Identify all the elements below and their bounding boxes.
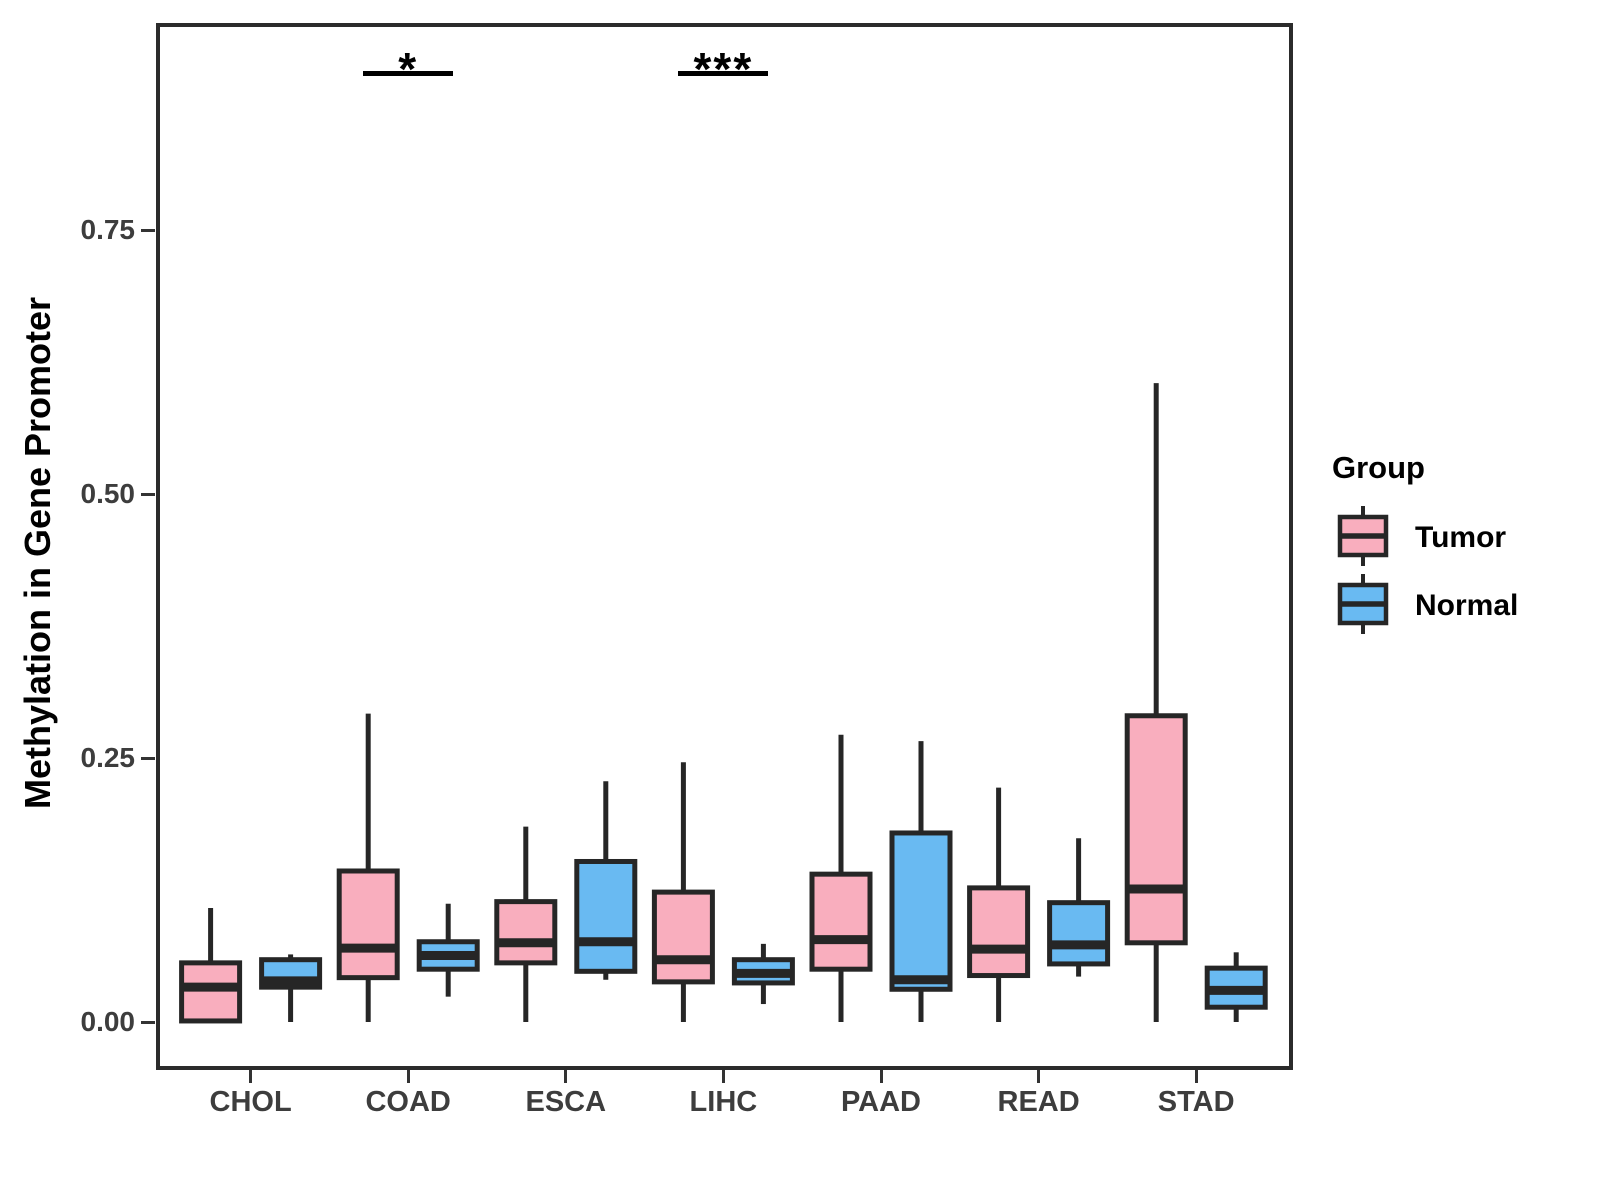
- y-tick-mark-0.75: [141, 228, 155, 232]
- box-tumor-PAAD: [809, 871, 873, 972]
- legend-key-normal-boxplot-icon: [1337, 574, 1389, 634]
- y-tick-mark-0.25: [141, 756, 155, 760]
- significance-bar-COAD: [363, 71, 454, 77]
- legend: Group Tumor Normal: [1330, 450, 1590, 640]
- x-tick-mark-ESCA: [564, 1070, 568, 1083]
- legend-label-normal: Normal: [1415, 589, 1519, 622]
- significance-bar-LIHC: [678, 71, 769, 77]
- x-tick-label-ESCA: ESCA: [525, 1086, 607, 1118]
- box-normal-READ: [1047, 900, 1111, 967]
- y-tick-mark-0.00: [141, 1020, 155, 1024]
- box-tumor-CHOL: [179, 960, 243, 1024]
- x-tick-label-PAAD: PAAD: [840, 1086, 922, 1118]
- y-tick-label-0.00: 0.00: [80, 1006, 136, 1037]
- legend-entry-normal: Normal: [1330, 572, 1590, 640]
- plot-panel: [156, 23, 1293, 1070]
- x-tick-mark-CHOL: [249, 1070, 253, 1083]
- legend-title: Group: [1332, 450, 1425, 485]
- box-normal-PAAD: [889, 830, 953, 992]
- box-tumor-READ: [967, 885, 1031, 979]
- x-tick-label-COAD: COAD: [365, 1086, 451, 1118]
- legend-entry-tumor: Tumor: [1330, 504, 1590, 572]
- x-tick-label-READ: READ: [997, 1086, 1080, 1118]
- x-tick-mark-LIHC: [721, 1070, 725, 1083]
- box-tumor-STAD: [1124, 713, 1188, 946]
- x-tick-label-STAD: STAD: [1157, 1086, 1235, 1118]
- box-tumor-ESCA: [494, 899, 558, 966]
- y-tick-label-0.75: 0.75: [80, 214, 136, 245]
- y-tick-label-0.50: 0.50: [80, 478, 136, 509]
- legend-entries: Tumor Normal: [1330, 504, 1590, 640]
- box-normal-ESCA: [574, 858, 638, 974]
- legend-label-tumor: Tumor: [1415, 521, 1507, 554]
- y-tick-label-0.25: 0.25: [80, 742, 136, 773]
- significance-label-COAD: *: [398, 42, 419, 95]
- y-axis-title: Methylation in Gene Promoter: [17, 296, 58, 810]
- y-tick-mark-0.50: [141, 492, 155, 496]
- box-tumor-COAD: [336, 868, 400, 981]
- significance-label-LIHC: ***: [693, 42, 754, 95]
- boxplot-canvas: [179, 383, 1268, 1024]
- x-tick-mark-PAAD: [879, 1070, 883, 1083]
- x-tick-mark-STAD: [1194, 1070, 1198, 1083]
- legend-key-tumor-boxplot-icon: [1337, 506, 1389, 566]
- x-tick-mark-READ: [1037, 1070, 1041, 1083]
- x-tick-label-CHOL: CHOL: [209, 1086, 292, 1118]
- x-tick-mark-COAD: [406, 1070, 410, 1083]
- box-tumor-LIHC: [651, 889, 715, 985]
- x-tick-label-LIHC: LIHC: [689, 1086, 758, 1118]
